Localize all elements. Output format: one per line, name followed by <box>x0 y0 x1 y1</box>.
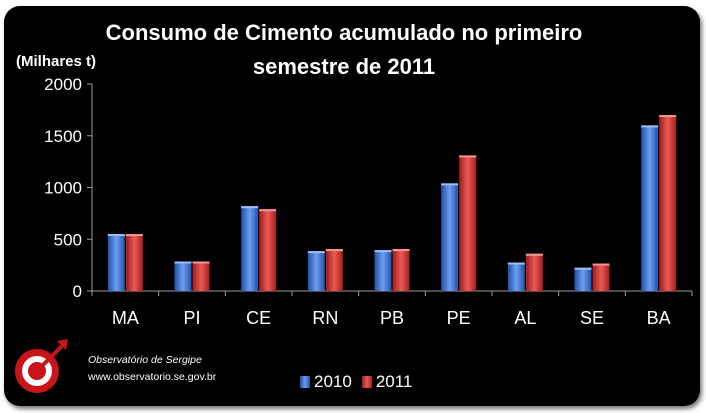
x-tick-label: AL <box>514 308 536 328</box>
chart-title-line-1: Consumo de Cimento acumulado no primeiro <box>105 20 583 45</box>
chart-title: Consumo de Cimento acumulado no primeiro… <box>84 16 604 84</box>
x-tick-label: PI <box>183 308 200 328</box>
bar-2011-PI <box>192 261 210 291</box>
bar-cap-2011-SE <box>592 263 610 266</box>
bar-2010-AL <box>507 262 525 291</box>
y-tick-label: 500 <box>54 230 82 249</box>
bar-2011-BA <box>659 115 677 291</box>
x-tick-label: CE <box>246 308 271 328</box>
bar-cap-2010-CE <box>241 206 259 209</box>
bar-2010-BA <box>641 125 659 292</box>
x-tick-label: MA <box>112 308 139 328</box>
bar-cap-2010-PB <box>374 250 392 253</box>
y-tick-label: 0 <box>73 282 82 301</box>
bar-2011-PE <box>459 155 477 291</box>
x-tick-label: PE <box>447 308 471 328</box>
y-tick-label: 1000 <box>44 179 82 198</box>
bar-cap-2010-PE <box>441 183 459 186</box>
chart-legend: 2010 2011 <box>300 372 422 392</box>
bar-cap-2010-RN <box>307 251 325 254</box>
x-tick-label: PB <box>380 308 404 328</box>
bar-cap-2010-MA <box>107 234 125 237</box>
bar-2011-CE <box>259 209 277 291</box>
bar-2010-RN <box>307 251 325 291</box>
bar-cap-2011-PB <box>392 249 410 252</box>
bar-cap-2011-CE <box>259 209 277 212</box>
x-tick-label: BA <box>647 308 671 328</box>
legend-label-2010: 2010 <box>314 372 352 391</box>
legend-label-2011: 2011 <box>375 372 413 391</box>
y-axis-unit-label: (Milhares t) <box>16 53 97 70</box>
bar-2011-SE <box>592 263 610 291</box>
bar-2011-AL <box>525 253 543 291</box>
bar-2010-PB <box>374 250 392 291</box>
bar-2011-PB <box>392 249 410 291</box>
source-url: www.observatorio.se.gov.br <box>88 371 217 383</box>
y-tick-label: 2000 <box>44 75 82 94</box>
bar-cap-2010-BA <box>641 125 659 128</box>
legend-swatch-2011 <box>361 376 372 388</box>
x-tick-label: SE <box>580 308 604 328</box>
source-org: Observatório de Sergipe <box>88 354 202 366</box>
bar-cap-2010-PI <box>174 261 192 264</box>
bar-cap-2011-PI <box>192 261 210 264</box>
bar-2010-PI <box>174 261 192 291</box>
bar-cap-2011-MA <box>125 234 143 237</box>
source-credit: Observatório de Sergipe www.observatorio… <box>88 352 216 386</box>
legend-item-2011: 2011 <box>361 372 413 392</box>
bar-2010-PE <box>441 183 459 291</box>
legend-swatch-2010 <box>300 376 310 388</box>
bar-2010-CE <box>241 206 259 291</box>
bar-cap-2010-SE <box>574 267 592 270</box>
chart-plot: 0 500 1000 1500 2000 MA PI CE RN PB PE AL SE BA <box>44 75 693 328</box>
bar-2011-MA <box>125 234 143 291</box>
bar-cap-2011-AL <box>525 253 543 256</box>
bar-cap-2010-AL <box>507 262 525 265</box>
bar-cap-2011-PE <box>459 155 477 158</box>
bar-cap-2011-RN <box>325 249 343 252</box>
target-arrow-icon <box>15 339 68 393</box>
bar-cap-2011-BA <box>659 115 677 118</box>
bar-2010-SE <box>574 267 592 291</box>
y-tick-label: 1500 <box>44 127 82 146</box>
x-tick-label: RN <box>312 308 338 328</box>
chart-panel: 0 500 1000 1500 2000 MA PI CE RN PB PE AL SE BA Consu… <box>4 6 700 406</box>
bar-2011-RN <box>325 249 343 291</box>
chart-title-line-2: semestre de 2011 <box>252 54 436 79</box>
bar-2010-MA <box>107 234 125 291</box>
legend-item-2010: 2010 <box>300 372 352 392</box>
